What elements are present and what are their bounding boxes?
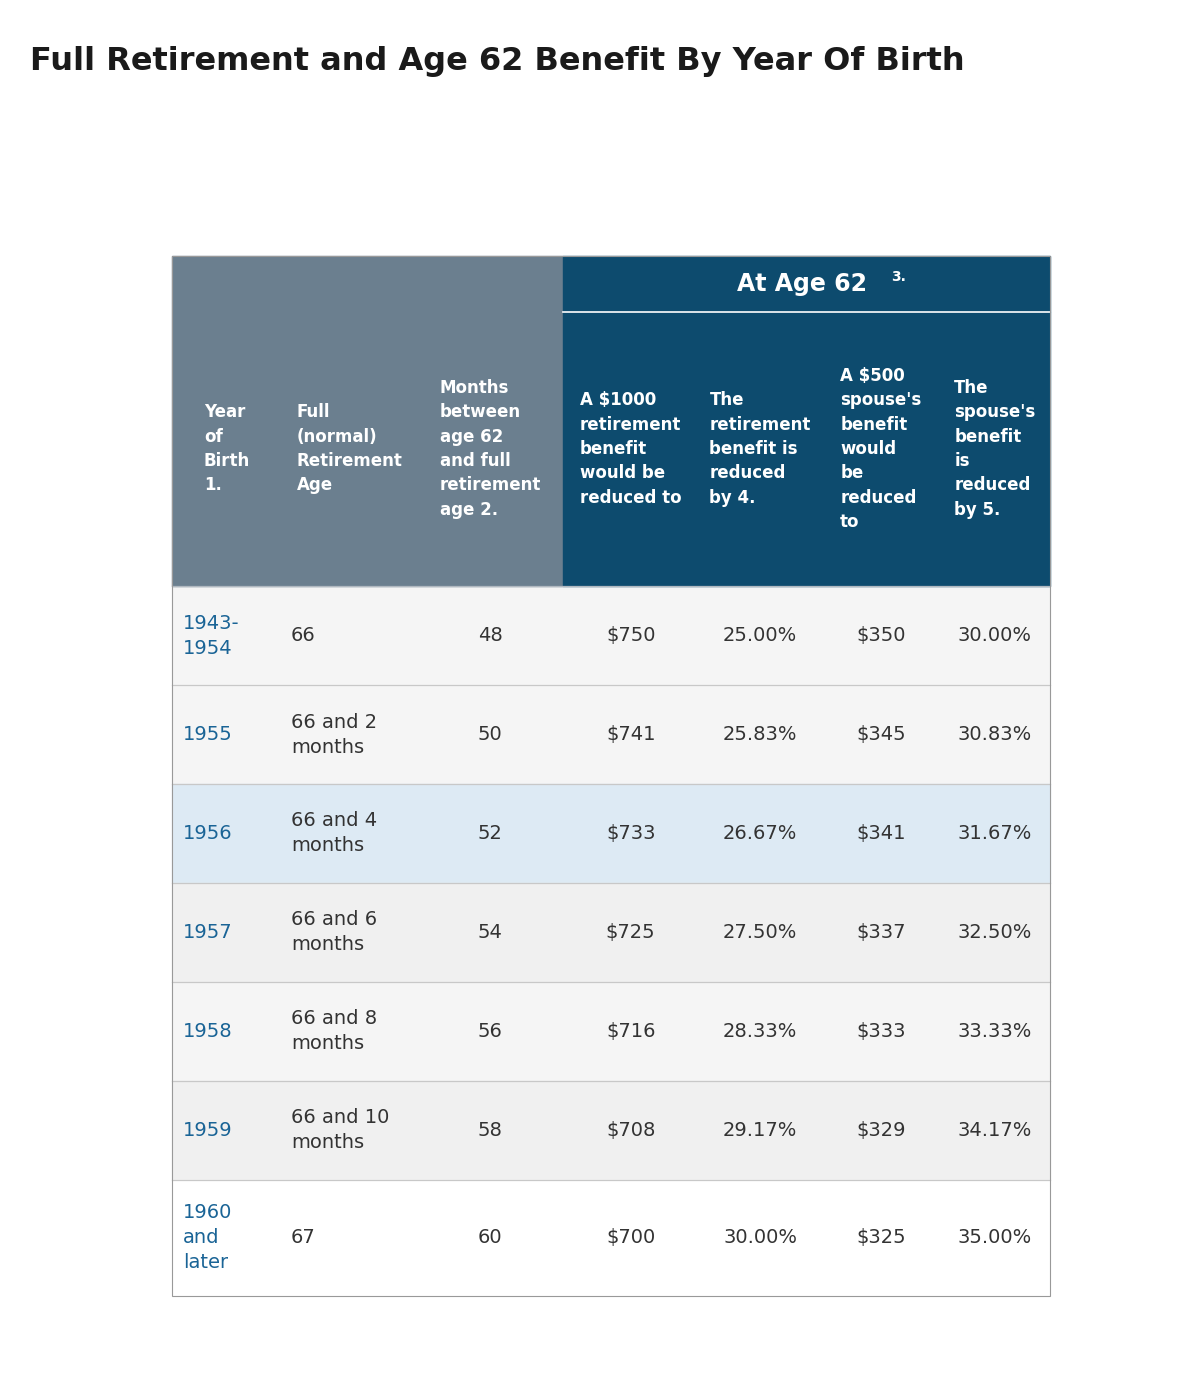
Text: The
retirement
benefit is
reduced
by 4.: The retirement benefit is reduced by 4.: [709, 391, 811, 507]
Bar: [172, 1180, 1050, 1296]
Text: 30.00%: 30.00%: [958, 626, 1032, 645]
Text: 58: 58: [478, 1120, 503, 1140]
Text: 56: 56: [478, 1023, 503, 1041]
Bar: [172, 587, 1050, 685]
Text: $725: $725: [606, 923, 656, 942]
Text: $337: $337: [856, 923, 906, 942]
Text: 52: 52: [478, 824, 503, 842]
Text: 48: 48: [478, 626, 503, 645]
Text: 66 and 10
months: 66 and 10 months: [291, 1108, 390, 1153]
Bar: [172, 685, 1050, 784]
Text: 66 and 8
months: 66 and 8 months: [291, 1010, 377, 1053]
Text: 30.83%: 30.83%: [957, 725, 1032, 745]
Text: 31.67%: 31.67%: [957, 824, 1032, 842]
Text: 25.00%: 25.00%: [724, 626, 797, 645]
Text: 27.50%: 27.50%: [722, 923, 797, 942]
Text: 32.50%: 32.50%: [957, 923, 1032, 942]
Bar: [172, 982, 1050, 1081]
Bar: [172, 883, 1050, 982]
Text: 1959: 1959: [184, 1120, 232, 1140]
Text: $741: $741: [606, 725, 656, 745]
Text: 29.17%: 29.17%: [722, 1120, 797, 1140]
Bar: [563, 256, 1050, 312]
Text: 3.: 3.: [892, 271, 906, 285]
Text: 66 and 4
months: 66 and 4 months: [291, 812, 377, 855]
Text: 30.00%: 30.00%: [724, 1228, 797, 1248]
Text: Full
(normal)
Retirement
Age: Full (normal) Retirement Age: [297, 404, 403, 495]
Bar: [172, 784, 1050, 883]
Text: 1956: 1956: [184, 824, 232, 842]
Text: The
spouse's
benefit
is
reduced
by 5.: The spouse's benefit is reduced by 5.: [955, 379, 1036, 518]
Text: $733: $733: [606, 824, 656, 842]
Text: 66 and 2
months: 66 and 2 months: [291, 712, 377, 757]
Text: $329: $329: [856, 1120, 906, 1140]
Text: 66 and 6
months: 66 and 6 months: [291, 911, 377, 954]
Text: Year
of
Birth
1.: Year of Birth 1.: [204, 404, 250, 495]
Text: $325: $325: [856, 1228, 906, 1248]
Text: 67: 67: [291, 1228, 316, 1248]
Text: 1957: 1957: [184, 923, 232, 942]
Text: 35.00%: 35.00%: [957, 1228, 1032, 1248]
Text: $345: $345: [856, 725, 906, 745]
Text: Months
between
age 62
and full
retirement
age 2.: Months between age 62 and full retiremen…: [440, 379, 541, 518]
Text: 25.83%: 25.83%: [722, 725, 797, 745]
Text: 1943-
1954: 1943- 1954: [184, 613, 240, 658]
Text: A $1000
retirement
benefit
would be
reduced to: A $1000 retirement benefit would be redu…: [579, 391, 682, 507]
Text: 66: 66: [291, 626, 316, 645]
Text: At Age 62: At Age 62: [737, 272, 875, 296]
Text: $750: $750: [606, 626, 656, 645]
Text: 1960
and
later: 1960 and later: [184, 1203, 232, 1273]
Text: $716: $716: [606, 1023, 656, 1041]
Bar: [563, 312, 1050, 587]
Text: Full Retirement and Age 62 Benefit By Year Of Birth: Full Retirement and Age 62 Benefit By Ye…: [30, 46, 964, 77]
Text: 1955: 1955: [184, 725, 232, 745]
Text: 54: 54: [478, 923, 503, 942]
Text: 33.33%: 33.33%: [957, 1023, 1032, 1041]
Text: $708: $708: [606, 1120, 656, 1140]
Text: 34.17%: 34.17%: [957, 1120, 1032, 1140]
Text: 26.67%: 26.67%: [722, 824, 797, 842]
Bar: [172, 256, 563, 587]
Text: 1958: 1958: [184, 1023, 232, 1041]
Text: 50: 50: [478, 725, 503, 745]
Text: 28.33%: 28.33%: [722, 1023, 797, 1041]
Text: A $500
spouse's
benefit
would
be
reduced
to: A $500 spouse's benefit would be reduced…: [840, 367, 921, 531]
Text: $341: $341: [856, 824, 906, 842]
Text: $700: $700: [606, 1228, 656, 1248]
Bar: [172, 1081, 1050, 1180]
Text: $350: $350: [856, 626, 906, 645]
Text: $333: $333: [856, 1023, 906, 1041]
Text: 60: 60: [478, 1228, 503, 1248]
